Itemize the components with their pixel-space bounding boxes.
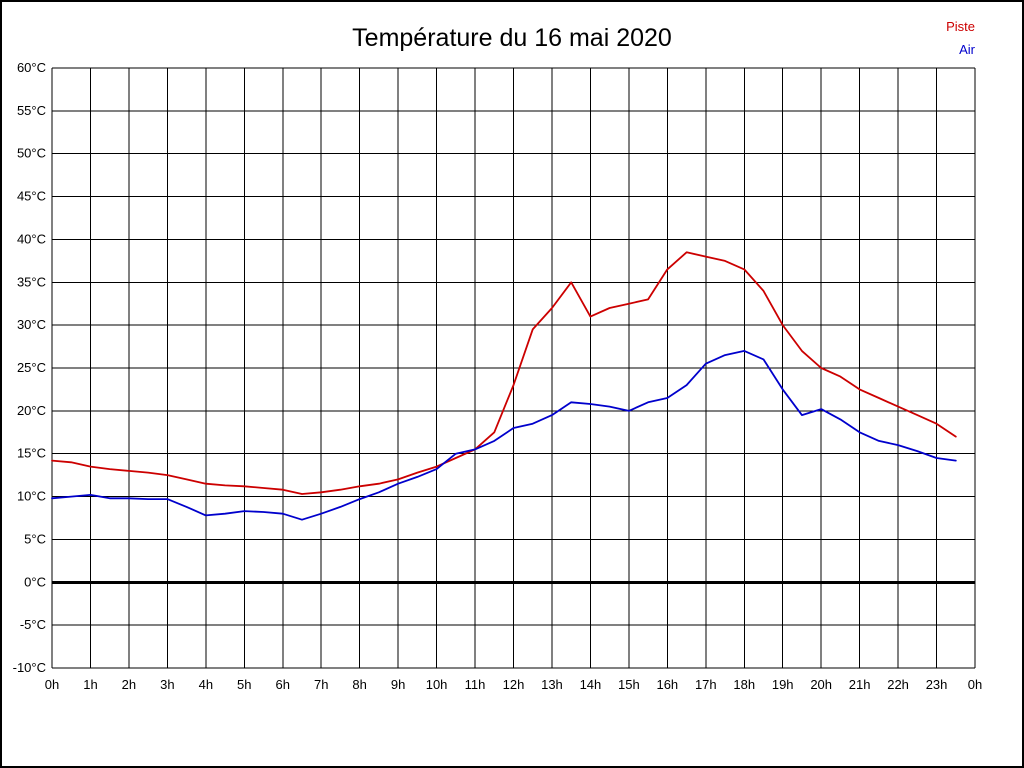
x-tick-label: 4h	[199, 677, 213, 692]
x-tick-label: 11h	[465, 677, 486, 692]
x-tick-label: 3h	[160, 677, 174, 692]
series-line-piste	[51, 251, 957, 495]
x-tick-label: 18h	[733, 677, 755, 692]
x-tick-label: 6h	[276, 677, 290, 692]
x-tick-label: 21h	[849, 677, 871, 692]
x-tick-label: 20h	[810, 677, 832, 692]
x-tick-label: 2h	[122, 677, 136, 692]
x-tick-label: 17h	[695, 677, 717, 692]
x-tick-label: 7h	[314, 677, 328, 692]
x-tick-label: 0h	[968, 677, 982, 692]
y-tick-label: 25°C	[17, 360, 46, 375]
series-line-air	[51, 349, 957, 521]
legend-label-piste: Piste	[946, 19, 975, 34]
y-tick-label: 60°C	[17, 60, 46, 75]
y-tick-label: 40°C	[17, 231, 46, 246]
x-tick-label: 0h	[45, 677, 59, 692]
y-tick-label: 35°C	[17, 274, 46, 289]
chart-title: Température du 16 mai 2020	[352, 24, 672, 52]
y-tick-label: -5°C	[20, 617, 46, 632]
x-tick-label: 16h	[656, 677, 678, 692]
x-tick-label: 5h	[237, 677, 251, 692]
x-tick-label: 8h	[352, 677, 366, 692]
y-tick-label: -10°C	[13, 660, 46, 675]
y-tick-label: 0°C	[24, 574, 46, 589]
y-tick-label: 55°C	[17, 103, 46, 118]
x-tick-label: 19h	[772, 677, 794, 692]
legend: Piste Air	[946, 15, 975, 61]
x-tick-label: 15h	[618, 677, 640, 692]
y-tick-label: 50°C	[17, 146, 46, 161]
x-tick-label: 14h	[580, 677, 602, 692]
y-tick-label: 30°C	[17, 317, 46, 332]
y-tick-label: 15°C	[17, 446, 46, 461]
y-tick-label: 10°C	[17, 489, 46, 504]
legend-label-air: Air	[959, 42, 975, 57]
x-tick-label: 9h	[391, 677, 405, 692]
y-tick-label: 45°C	[17, 189, 46, 204]
x-tick-label: 23h	[926, 677, 948, 692]
x-tick-label: 13h	[541, 677, 563, 692]
y-tick-label: 20°C	[17, 403, 46, 418]
x-tick-label: 12h	[503, 677, 525, 692]
x-tick-label: 1h	[83, 677, 97, 692]
y-tick-label: 5°C	[24, 531, 46, 546]
x-tick-label: 10h	[426, 677, 448, 692]
x-tick-label: 22h	[887, 677, 909, 692]
